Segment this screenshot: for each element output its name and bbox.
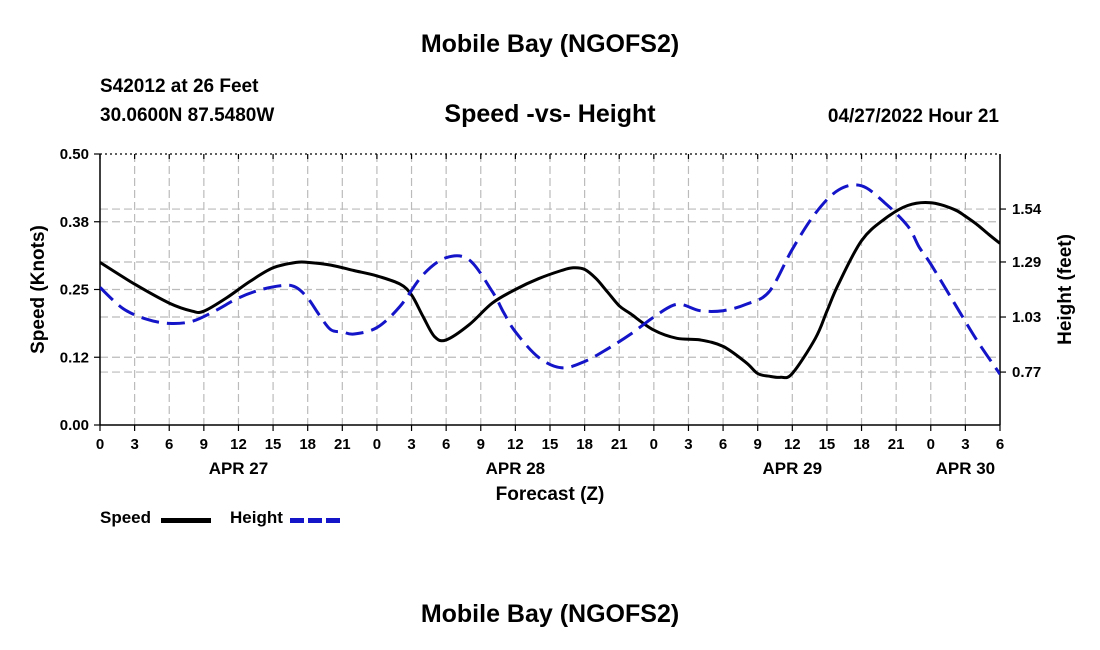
x-tick-label: 6 xyxy=(442,436,450,453)
y-right-tick-label: 0.77 xyxy=(1012,364,1041,381)
x-tick-label: 3 xyxy=(407,436,415,453)
coordinates-label: 30.0600N 87.5480W xyxy=(100,105,275,126)
x-tick-label: 18 xyxy=(299,436,316,453)
y-left-tick-label: 0.00 xyxy=(60,417,89,434)
x-tick-label: 6 xyxy=(719,436,727,453)
x-tick-label: 15 xyxy=(819,436,836,453)
forecast-datetime: 04/27/2022 Hour 21 xyxy=(827,106,999,127)
x-tick-label: 0 xyxy=(927,436,935,453)
series-line-speed xyxy=(100,201,1000,380)
legend-speed-line xyxy=(161,518,211,523)
x-tick-label: 12 xyxy=(784,436,801,453)
x-tick-label: 3 xyxy=(684,436,692,453)
y-right-tick-label: 1.54 xyxy=(1012,201,1042,218)
y-right-tick-label: 1.03 xyxy=(1012,309,1041,326)
legend-speed-label: Speed xyxy=(100,508,152,527)
y-left-axis-title: Speed (Knots) xyxy=(28,225,49,354)
speed-height-chart: 0 3 6 9 12 15 18 21 0 3 6 9 12 15 18 21 0 3 6 9 12 15 18 21 0 3 6 0… xyxy=(28,146,1076,505)
x-tick-label: 21 xyxy=(888,436,905,453)
x-tick-label: 9 xyxy=(477,436,485,453)
legend-height-line xyxy=(290,518,342,523)
y-left-tick-label: 0.12 xyxy=(60,349,89,366)
x-tick-label: 18 xyxy=(576,436,593,453)
x-tick-label: 0 xyxy=(96,436,104,453)
y-left-tick-label: 0.50 xyxy=(60,146,89,163)
date-label: APR 28 xyxy=(486,459,546,478)
x-tick-label: 6 xyxy=(165,436,173,453)
date-label: APR 29 xyxy=(763,459,823,478)
x-tick-label: 9 xyxy=(754,436,762,453)
x-tick-label: 6 xyxy=(996,436,1004,453)
x-tick-label: 21 xyxy=(611,436,628,453)
x-tick-label: 21 xyxy=(334,436,351,453)
x-tick-label: 9 xyxy=(200,436,208,453)
y-right-tick-label: 1.29 xyxy=(1012,254,1041,271)
station-label: S42012 at 26 Feet xyxy=(100,76,259,97)
x-tick-label: 3 xyxy=(130,436,138,453)
x-tick-label: 15 xyxy=(542,436,559,453)
x-axis-title: Forecast (Z) xyxy=(496,484,605,505)
x-tick-label: 15 xyxy=(265,436,282,453)
y-right-axis-title: Height (feet) xyxy=(1055,234,1076,345)
x-tick-label: 0 xyxy=(650,436,658,453)
date-label: APR 30 xyxy=(936,459,996,478)
date-label: APR 27 xyxy=(209,459,269,478)
x-tick-label: 3 xyxy=(961,436,969,453)
y-left-tick-label: 0.38 xyxy=(60,214,89,231)
series-line-height xyxy=(100,183,1000,376)
x-tick-label: 18 xyxy=(853,436,870,453)
legend-height-label: Height xyxy=(230,508,283,527)
x-tick-label: 0 xyxy=(373,436,381,453)
footer-title: Mobile Bay (NGOFS2) xyxy=(420,600,680,628)
x-tick-label: 12 xyxy=(230,436,247,453)
y-left-tick-label: 0.25 xyxy=(60,282,89,299)
x-tick-label: 12 xyxy=(507,436,524,453)
chart-subtitle: Speed -vs- Height xyxy=(444,100,656,128)
chart-title: Mobile Bay (NGOFS2) xyxy=(420,30,680,58)
